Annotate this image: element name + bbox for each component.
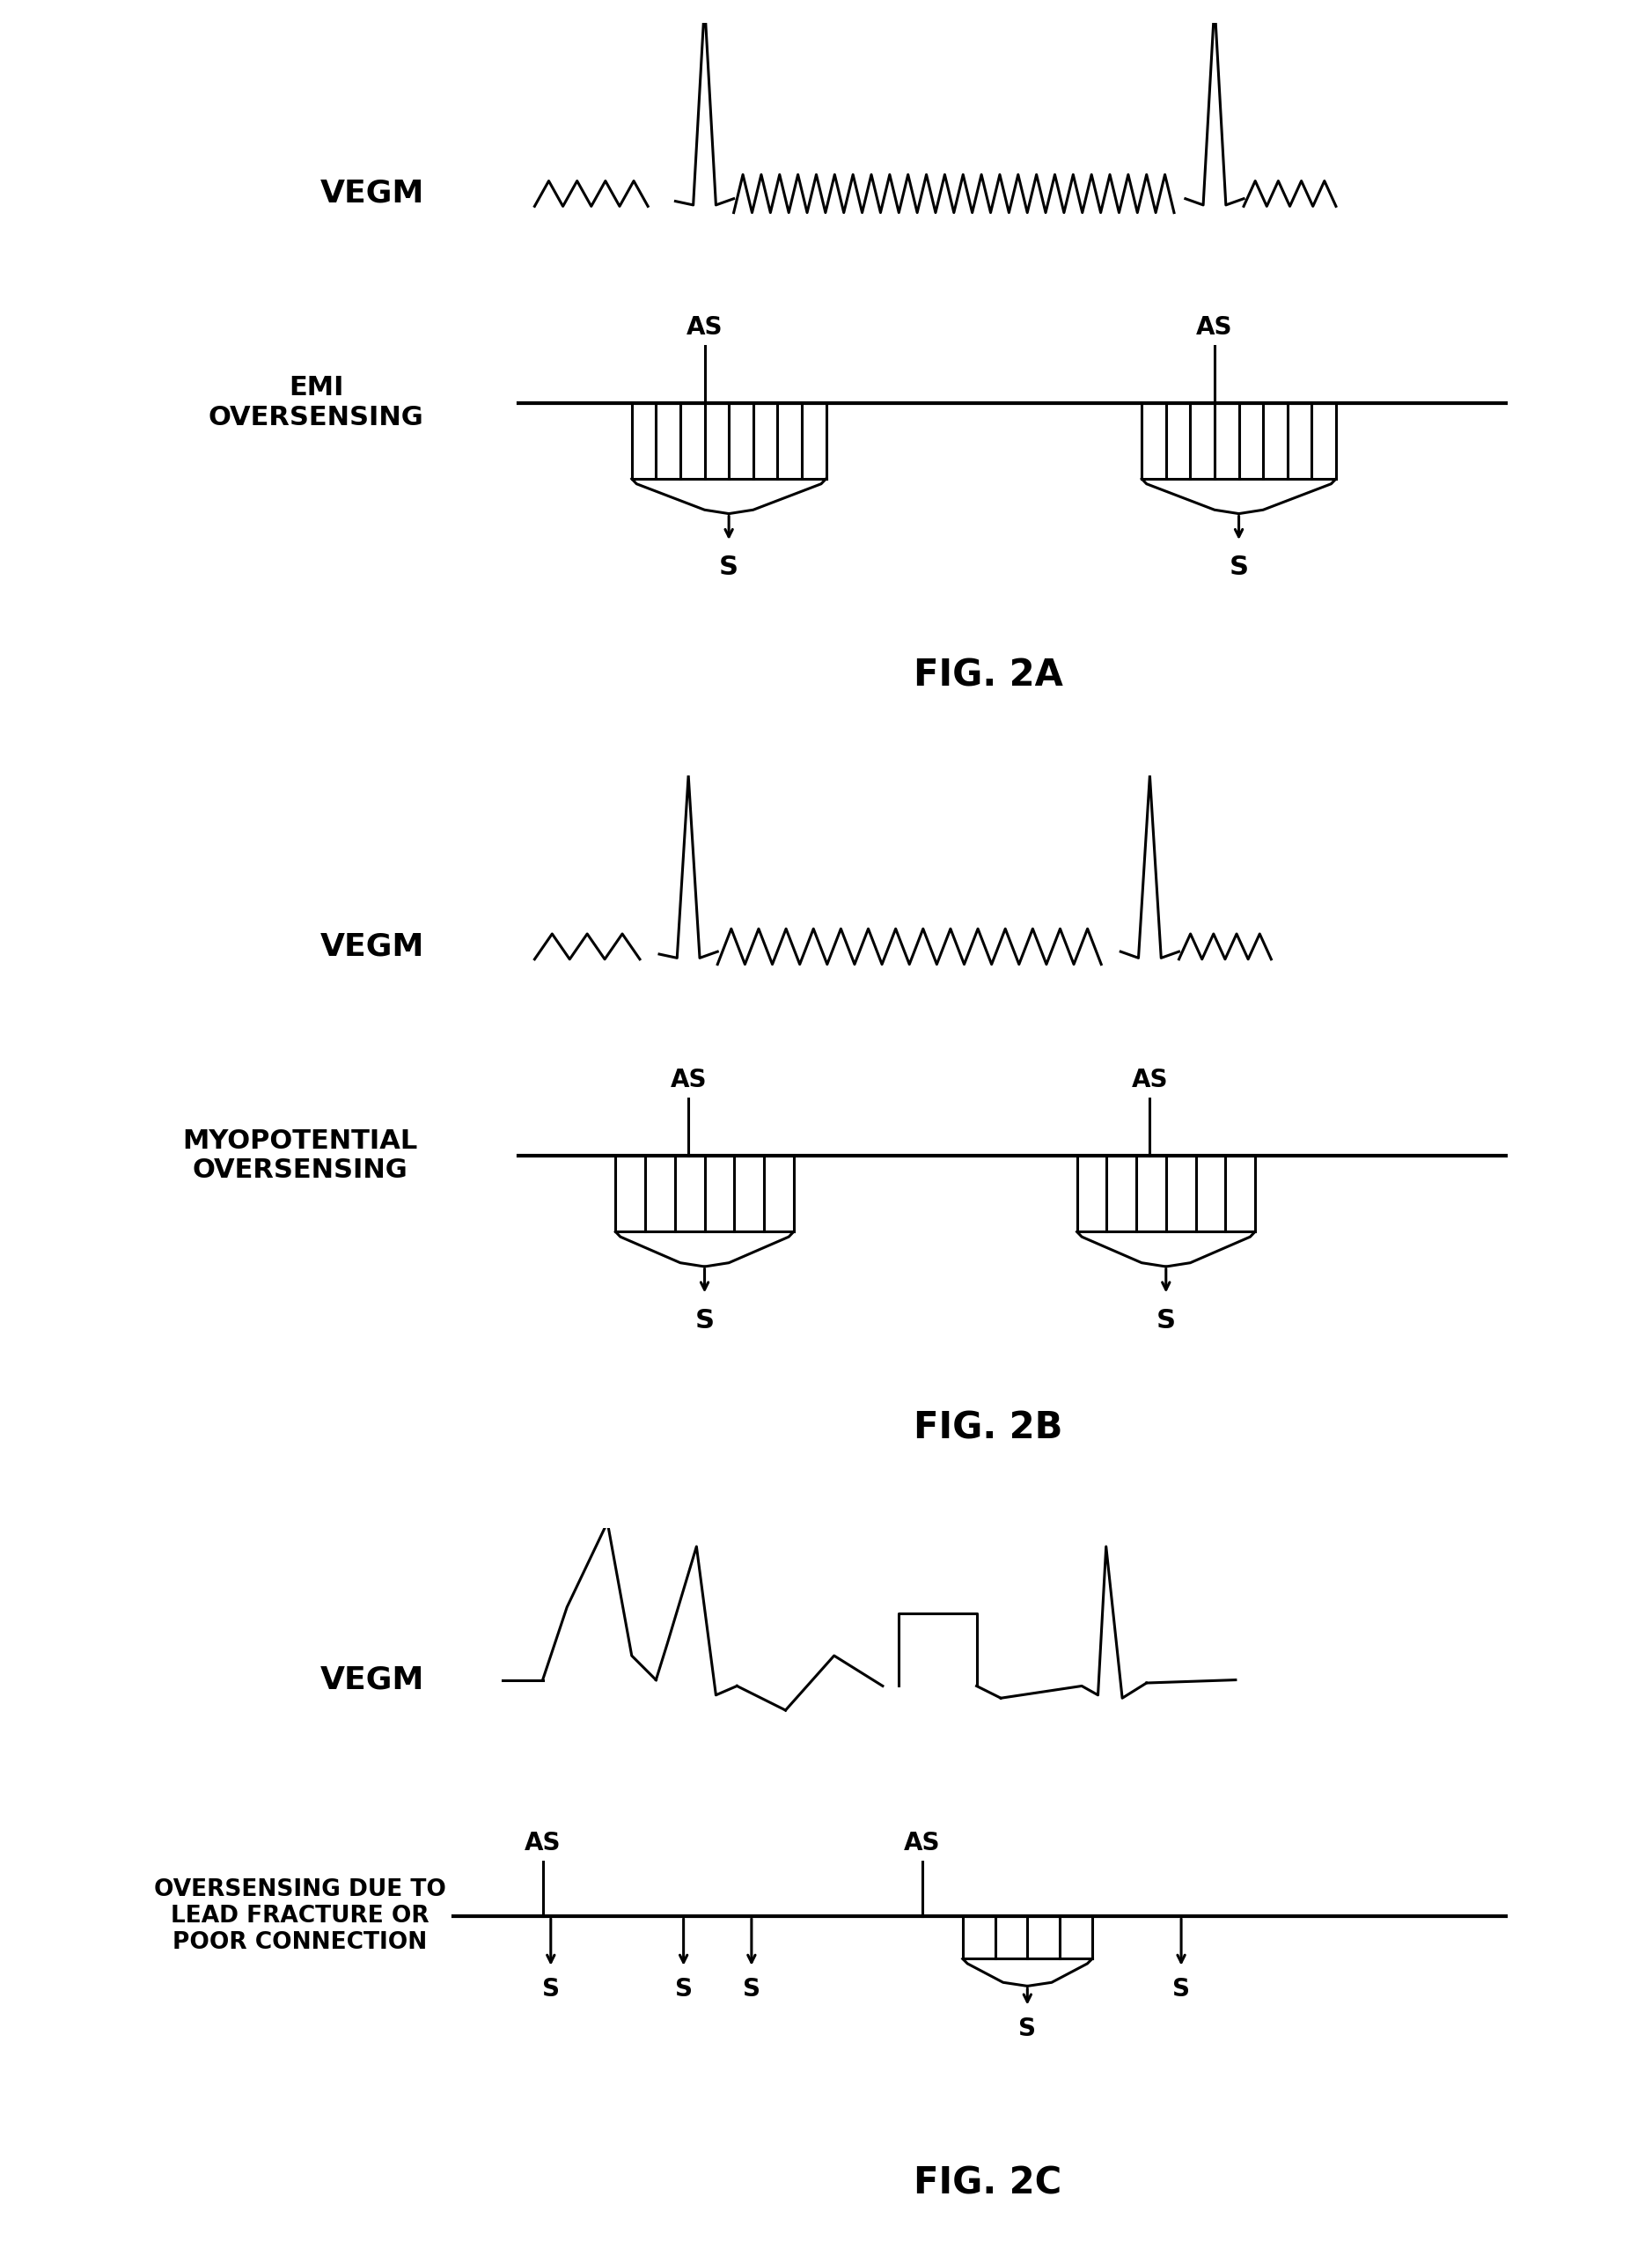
Text: S: S: [743, 1976, 760, 2001]
Text: FIG. 2B: FIG. 2B: [914, 1409, 1062, 1448]
Text: S: S: [1019, 2016, 1036, 2041]
Text: VEGM: VEGM: [320, 1666, 425, 1695]
Text: EMI
OVERSENSING: EMI OVERSENSING: [208, 375, 423, 429]
Text: S: S: [695, 1308, 714, 1333]
Text: AS: AS: [1196, 315, 1232, 339]
Text: S: S: [1173, 1976, 1189, 2001]
Text: S: S: [1156, 1308, 1176, 1333]
Text: VEGM: VEGM: [320, 931, 425, 962]
Text: FIG. 2A: FIG. 2A: [914, 656, 1062, 695]
Text: AS: AS: [671, 1068, 707, 1093]
Text: S: S: [674, 1976, 692, 2001]
Text: AS: AS: [686, 315, 724, 339]
Text: S: S: [542, 1976, 560, 2001]
Text: AS: AS: [524, 1832, 562, 1855]
Text: MYOPOTENTIAL
OVERSENSING: MYOPOTENTIAL OVERSENSING: [182, 1128, 418, 1182]
Text: S: S: [1229, 555, 1249, 580]
Text: FIG. 2C: FIG. 2C: [914, 2165, 1062, 2201]
Text: AS: AS: [904, 1832, 940, 1855]
Text: AS: AS: [1132, 1068, 1168, 1093]
Text: S: S: [719, 555, 738, 580]
Text: OVERSENSING DUE TO
LEAD FRACTURE OR
POOR CONNECTION: OVERSENSING DUE TO LEAD FRACTURE OR POOR…: [154, 1879, 446, 1954]
Text: VEGM: VEGM: [320, 178, 425, 209]
